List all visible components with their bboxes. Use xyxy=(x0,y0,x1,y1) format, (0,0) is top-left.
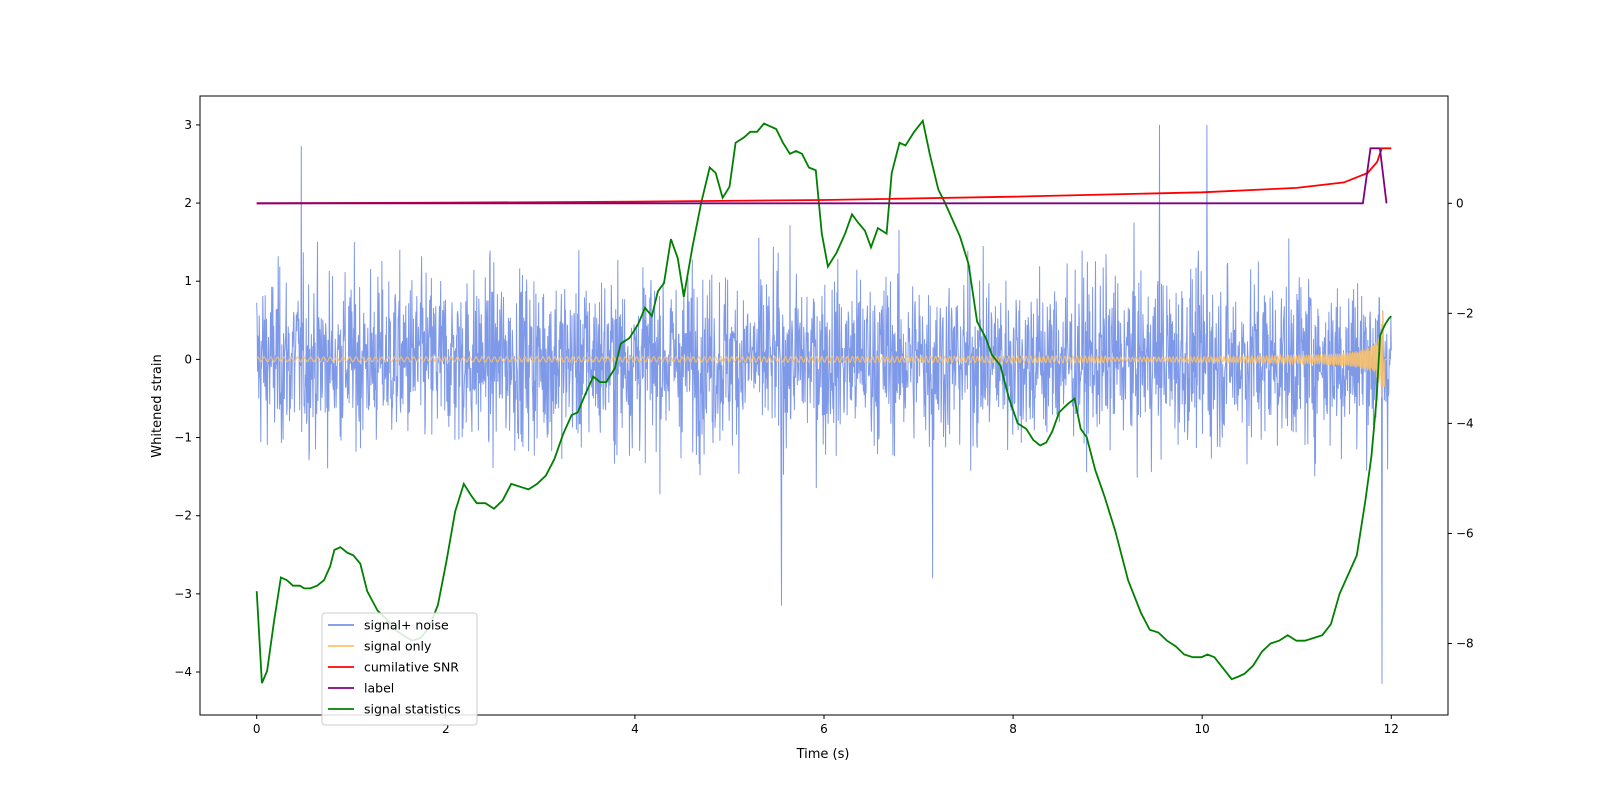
x-tick-label: 12 xyxy=(1384,722,1399,736)
x-tick-label: 10 xyxy=(1195,722,1210,736)
y-tick-label: 0 xyxy=(184,352,192,366)
legend-label: signal+ noise xyxy=(364,618,449,633)
x-tick-label: 6 xyxy=(820,722,828,736)
legend: signal+ noise signal only cumilative SNR la… xyxy=(321,612,478,726)
legend-label: label xyxy=(364,681,394,696)
y-tick-label: −3 xyxy=(174,587,192,601)
series-signal-noise xyxy=(256,124,1392,684)
y-right-tick-label: −8 xyxy=(1456,636,1474,650)
y-tick-label: −2 xyxy=(174,509,192,523)
y-tick-label: 1 xyxy=(184,274,192,288)
y-tick-label: −4 xyxy=(174,665,192,679)
y-right-tick-label: −2 xyxy=(1456,306,1474,320)
y-axis-label: Whitened strain xyxy=(150,354,165,457)
y-right-tick-label: −4 xyxy=(1456,416,1474,430)
x-tick-label: 2 xyxy=(442,722,450,736)
legend-label: cumilative SNR xyxy=(364,660,459,675)
y-right-tick-label: −6 xyxy=(1456,526,1474,540)
x-tick-label: 0 xyxy=(253,722,261,736)
series-label xyxy=(256,147,1388,205)
x-tick-label: 4 xyxy=(631,722,639,736)
x-tick-label: 8 xyxy=(1009,722,1017,736)
x-axis-label: Time (s) xyxy=(796,747,850,762)
series-cumilative-snr xyxy=(256,147,1392,205)
y-tick-label: 3 xyxy=(184,118,192,132)
y-tick-label: 2 xyxy=(184,196,192,210)
legend-label: signal only xyxy=(364,639,432,654)
y-tick-label: −1 xyxy=(174,431,192,445)
legend-box xyxy=(321,612,478,726)
series-signal-only xyxy=(256,311,1392,398)
legend-label: signal statistics xyxy=(364,702,461,717)
y-right-tick-label: 0 xyxy=(1456,196,1464,210)
